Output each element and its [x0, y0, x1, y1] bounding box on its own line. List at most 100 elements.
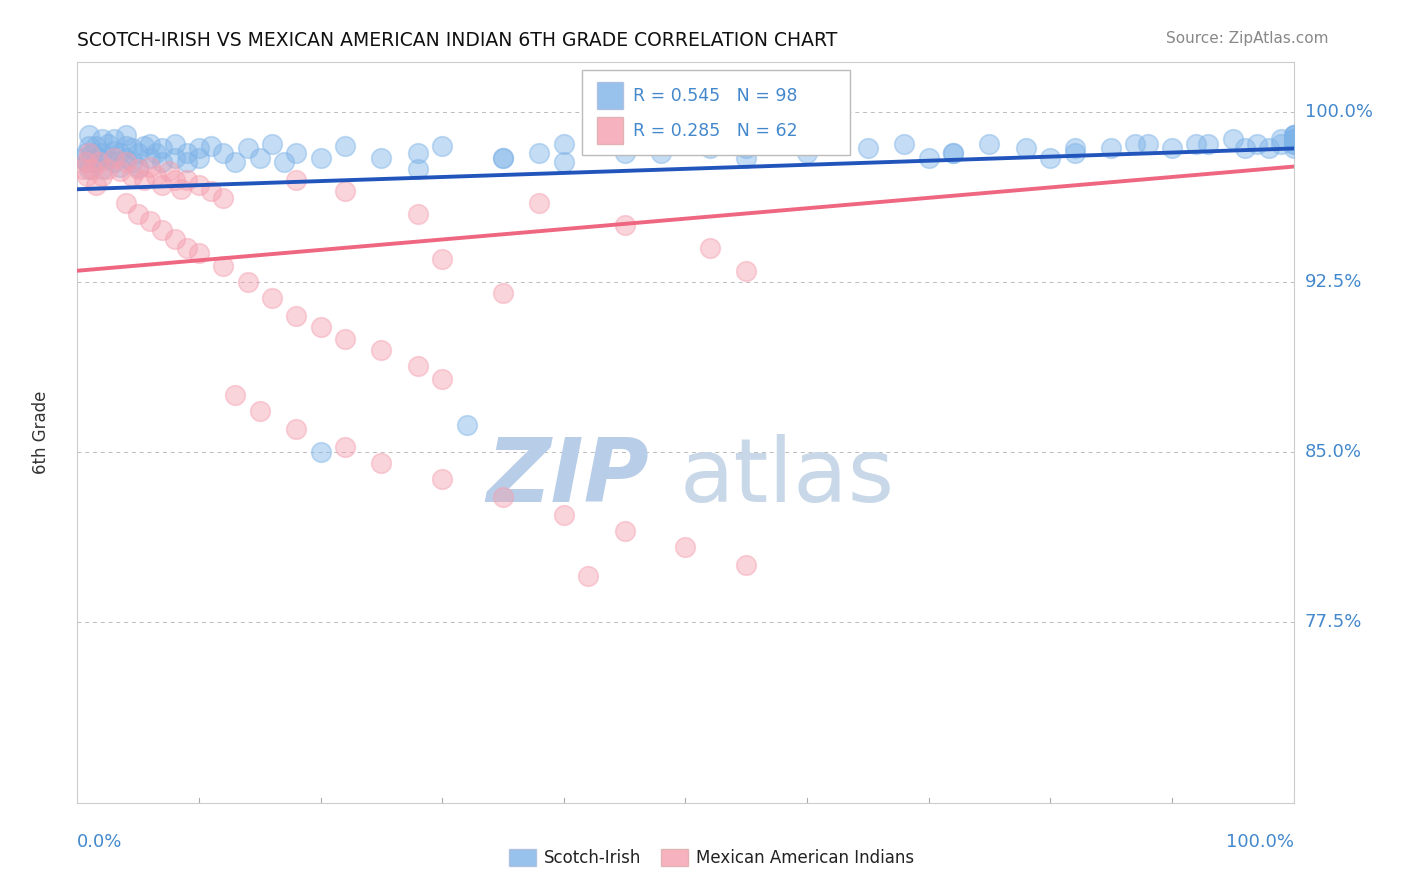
Point [108, 160, 131, 174]
Point [735, 141, 758, 155]
Text: R = 0.545   N = 98: R = 0.545 N = 98 [633, 87, 797, 104]
Point [212, 146, 235, 161]
Point [163, 232, 186, 246]
Point [121, 155, 143, 169]
Point [333, 139, 356, 153]
Point [1270, 136, 1292, 151]
Point [90, 132, 112, 146]
Point [224, 155, 246, 169]
Point [675, 136, 697, 151]
Point [163, 173, 186, 187]
Point [188, 141, 211, 155]
Point [1015, 141, 1038, 155]
Point [84, 178, 107, 192]
Point [170, 182, 193, 196]
Point [176, 173, 198, 187]
Point [796, 146, 818, 161]
Point [115, 128, 138, 142]
Point [553, 136, 575, 151]
Point [406, 359, 429, 373]
Point [103, 155, 125, 169]
Point [1222, 132, 1244, 146]
Point [735, 264, 758, 278]
Point [176, 155, 198, 169]
Text: Scotch-Irish: Scotch-Irish [544, 848, 641, 867]
Point [80, 161, 103, 176]
Point [333, 185, 356, 199]
Point [1185, 136, 1208, 151]
Point [1039, 151, 1062, 165]
Point [89, 151, 111, 165]
Point [309, 320, 332, 334]
Point [97, 151, 120, 165]
Point [121, 169, 143, 183]
Point [80, 146, 103, 161]
Point [613, 219, 636, 233]
Point [492, 151, 515, 165]
Point [163, 151, 186, 165]
Point [1125, 136, 1147, 151]
Point [942, 146, 965, 161]
Point [370, 343, 392, 357]
Point [942, 146, 965, 161]
Point [127, 146, 149, 161]
Bar [509, 849, 536, 866]
Point [406, 146, 429, 161]
Point [675, 540, 697, 554]
Point [333, 332, 356, 346]
Point [121, 141, 143, 155]
Point [76, 155, 98, 169]
Point [273, 155, 295, 169]
Point [108, 146, 131, 161]
Point [145, 169, 167, 183]
Point [699, 141, 721, 155]
Point [152, 223, 174, 237]
Point [492, 286, 515, 301]
Point [103, 151, 125, 165]
Text: R = 0.285   N = 62: R = 0.285 N = 62 [633, 121, 797, 139]
Text: 100.0%: 100.0% [1226, 833, 1294, 851]
Point [918, 151, 941, 165]
Point [430, 372, 453, 386]
Text: 100.0%: 100.0% [1305, 103, 1372, 121]
Point [1282, 128, 1305, 142]
Point [212, 259, 235, 273]
Point [224, 388, 246, 402]
Point [699, 241, 721, 255]
Point [430, 139, 453, 153]
Text: 6th Grade: 6th Grade [32, 391, 49, 475]
Point [103, 144, 125, 158]
Point [145, 146, 167, 161]
Point [115, 155, 138, 169]
Bar [661, 849, 688, 866]
Point [139, 214, 162, 228]
Point [1136, 136, 1159, 151]
Point [553, 155, 575, 169]
Point [188, 178, 211, 192]
Point [1282, 132, 1305, 146]
Point [856, 141, 879, 155]
Text: SCOTCH-IRISH VS MEXICAN AMERICAN INDIAN 6TH GRADE CORRELATION CHART: SCOTCH-IRISH VS MEXICAN AMERICAN INDIAN … [77, 31, 838, 50]
Point [735, 558, 758, 572]
Point [127, 161, 149, 176]
Point [650, 146, 672, 161]
Point [1233, 141, 1256, 155]
Point [492, 151, 515, 165]
Point [370, 151, 392, 165]
Point [90, 169, 112, 183]
Point [200, 139, 222, 153]
Point [1197, 136, 1219, 151]
Point [1258, 141, 1281, 155]
Bar [596, 82, 623, 109]
Point [370, 456, 392, 470]
Point [84, 155, 107, 169]
Point [79, 161, 101, 176]
Point [103, 132, 125, 146]
Point [75, 146, 97, 161]
Point [97, 161, 120, 176]
Point [152, 141, 174, 155]
Point [72, 151, 94, 165]
Point [1282, 141, 1305, 155]
Point [139, 160, 162, 174]
Point [529, 195, 551, 210]
